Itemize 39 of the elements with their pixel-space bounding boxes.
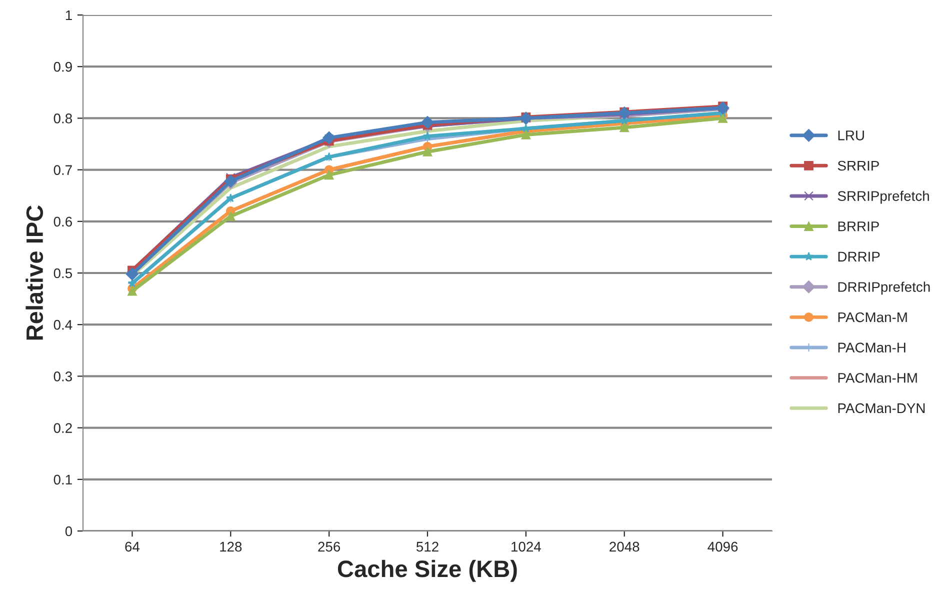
y-tick-label: 0.8 — [54, 114, 72, 124]
x-tick-label: 64 — [125, 542, 140, 552]
x-tick-label: 128 — [220, 542, 242, 552]
point — [128, 286, 137, 296]
x-tick-label: 256 — [318, 542, 340, 552]
y-tick-label: 0.2 — [54, 423, 72, 433]
x-tick-label: 1024 — [512, 542, 541, 552]
point — [324, 170, 334, 180]
legend-label: BRRIP — [838, 222, 879, 232]
y-tick-label: 0 — [65, 526, 72, 536]
point — [718, 114, 728, 123]
point — [322, 131, 336, 144]
legend-label: SRRIPprefetch — [838, 190, 929, 204]
point — [422, 147, 432, 156]
y-tick-label: 0.5 — [54, 268, 72, 278]
legend-label: DRRIPprefetch — [838, 282, 930, 295]
point — [618, 106, 631, 120]
x-tick-label: 4096 — [708, 542, 738, 552]
y-tick-label: 0.1 — [54, 474, 72, 485]
y-tick-label: 0.4 — [54, 320, 72, 330]
legend-label: LRU — [838, 130, 864, 140]
x-tick-label: 2048 — [610, 542, 640, 552]
legend-label: SRRIP — [838, 160, 879, 171]
y-tick-label: 0.3 — [54, 372, 72, 382]
y-tick-label: 0.9 — [54, 62, 72, 72]
legend-label: PACMan-H — [838, 342, 906, 352]
y-tick-label: 0.7 — [54, 165, 72, 175]
x-axis-title: Cache Size (KB) — [338, 560, 517, 582]
legend-label: DRRIP — [838, 252, 880, 262]
point — [421, 116, 434, 129]
point — [620, 122, 630, 132]
y-axis-title: Relative IPC — [26, 205, 44, 340]
y-tick-label: 0.6 — [54, 216, 72, 227]
x-tick-label: 512 — [416, 542, 438, 552]
y-tick-label: 1 — [66, 10, 72, 20]
legend-label: PACMan-DYN — [838, 403, 925, 414]
legend-label: PACMan-HM — [838, 372, 917, 383]
legend-label: PACMan-M — [838, 312, 907, 322]
point — [521, 130, 531, 140]
